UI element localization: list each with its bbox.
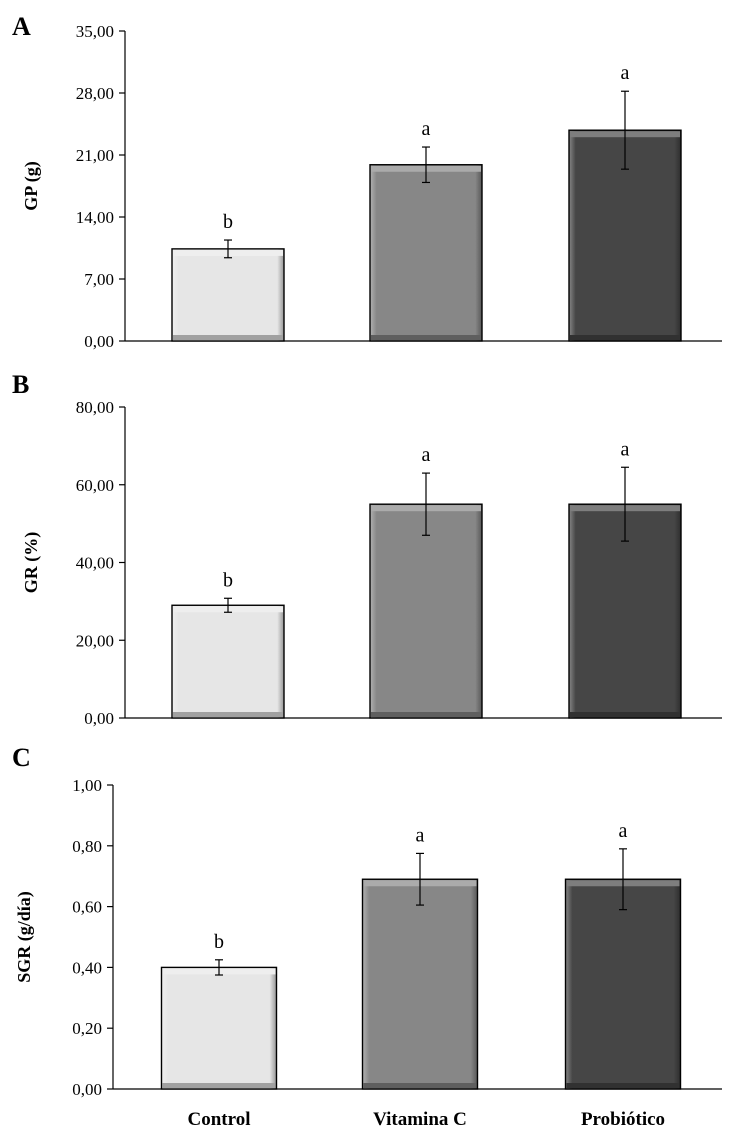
y-tick-label: 20,00 [76, 631, 114, 650]
y-tick-label: 0,20 [72, 1019, 102, 1038]
y-tick-label: 40,00 [76, 554, 114, 573]
y-axis-title: SGR (g/día) [14, 891, 35, 983]
bar-bevel-bottom [173, 712, 283, 717]
bar-vitamina-c [369, 503, 483, 719]
y-tick-label: 0,00 [84, 332, 114, 351]
significance-label: a [621, 62, 630, 84]
panel-letter: A [12, 12, 31, 41]
chart-panel-c: C SGR (g/día) 0,00 0,20 0,40 0,60 0,80 1,00 b a a C… [12, 743, 722, 1130]
significance-label: a [619, 820, 628, 842]
y-tick-label: 80,00 [76, 398, 114, 417]
y-tick-label: 0,60 [72, 898, 102, 917]
y-tick-label: 21,00 [76, 146, 114, 165]
significance-label: a [422, 118, 431, 140]
y-axis-title: GP (g) [21, 161, 42, 211]
y-axis-title: GR (%) [21, 532, 42, 594]
x-category-label: Vitamina C [373, 1109, 467, 1130]
significance-label: a [416, 824, 425, 846]
y-tick-label: 14,00 [76, 208, 114, 227]
bar-control [171, 604, 285, 719]
bar-bevel-bottom [570, 712, 680, 717]
chart-panel-b: B GR (%) 0,00 20,00 40,00 60,00 80,00 b a a [12, 370, 722, 728]
bar-bevel-bottom [566, 1083, 680, 1088]
bar-control [171, 248, 285, 342]
x-category-label: Probiótico [581, 1109, 665, 1130]
significance-label: b [223, 211, 233, 233]
y-tick-label: 0,00 [72, 1080, 102, 1099]
y-tick-label: 60,00 [76, 476, 114, 495]
y-tick-label: 35,00 [76, 22, 114, 41]
bar-bevel-bottom [371, 712, 481, 717]
significance-label: a [621, 438, 630, 460]
y-tick-label: 0,00 [84, 709, 114, 728]
bar-vitamina-c [369, 164, 483, 342]
panel-letter: B [12, 370, 29, 399]
bar-bevel-bottom [173, 335, 283, 340]
panel-letter: C [12, 743, 31, 772]
bar-bevel-bottom [363, 1083, 477, 1088]
bar-vitamina-c [361, 878, 479, 1090]
y-tick-label: 7,00 [84, 270, 114, 289]
bar-control [160, 966, 278, 1090]
significance-label: b [223, 569, 233, 591]
y-tick-label: 28,00 [76, 84, 114, 103]
significance-label: b [214, 931, 224, 953]
significance-label: a [422, 444, 431, 466]
y-tick-label: 1,00 [72, 776, 102, 795]
bar-probi-tico [564, 878, 682, 1090]
y-tick-label: 0,40 [72, 958, 102, 977]
y-tick-label: 0,80 [72, 837, 102, 856]
bar-bevel-bottom [371, 335, 481, 340]
chart-panel-a: A GP (g) 0,00 7,00 14,00 21,00 28,00 35,00 b a a [12, 12, 722, 351]
bar-bevel-bottom [570, 335, 680, 340]
x-category-label: Control [188, 1109, 251, 1130]
bar-bevel-bottom [162, 1083, 276, 1088]
